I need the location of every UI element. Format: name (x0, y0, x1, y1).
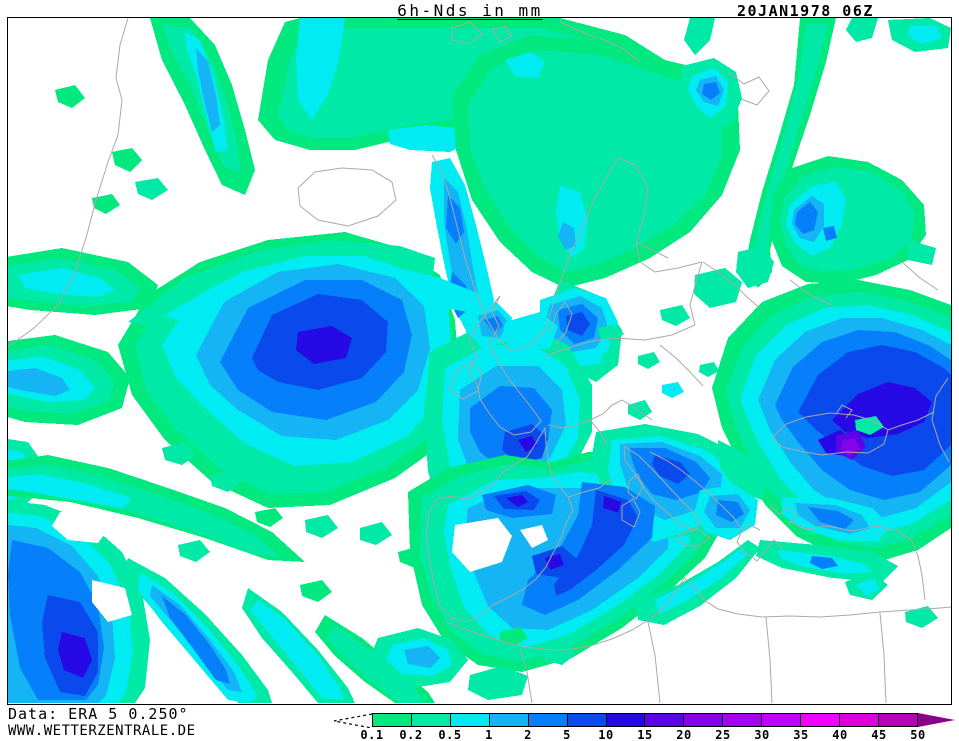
coastlines (8, 18, 951, 704)
precipitation-areas (8, 18, 951, 703)
legend-segment (840, 714, 879, 726)
legend-tick-label: 5 (563, 728, 571, 741)
legend-tick-label: 30 (754, 728, 770, 741)
map-frame (7, 17, 952, 705)
legend-segment (489, 714, 529, 726)
legend-tick-label: 20 (676, 728, 692, 741)
legend-overflow-arrow (918, 713, 955, 727)
legend-segment (450, 714, 490, 726)
legend-segment (606, 714, 646, 726)
legend-tick-label: 40 (832, 728, 848, 741)
legend-segment (684, 714, 724, 726)
legend-tick-label: 35 (793, 728, 809, 741)
legend-segment (801, 714, 841, 726)
legend-tick-label: 1 (485, 728, 493, 741)
data-source-label: Data: ERA 5 0.250° (8, 705, 189, 723)
legend-segment (528, 714, 568, 726)
legend-below-threshold-marker (333, 713, 373, 729)
legend-segment (723, 714, 763, 726)
legend-bar (372, 713, 918, 727)
legend-tick-label: 2 (524, 728, 532, 741)
legend-segment (878, 714, 917, 726)
run-datetime: 20JAN1978 06Z (737, 2, 874, 20)
page-title: 6h-Nds in mm (397, 1, 543, 20)
legend-tick-label: 0.1 (360, 728, 384, 741)
legend-tick-label: 15 (637, 728, 653, 741)
legend-segment (645, 714, 685, 726)
legend-segment (373, 714, 412, 726)
legend-tick-label: 50 (910, 728, 926, 741)
legend-tick-label: 10 (598, 728, 614, 741)
legend-segment (762, 714, 802, 726)
website-label: WWW.WETTERZENTRALE.DE (8, 723, 196, 739)
legend-tick-label: 0.2 (399, 728, 423, 741)
legend-segment (411, 714, 451, 726)
legend-tick-label: 45 (871, 728, 887, 741)
legend-tick-label: 25 (715, 728, 731, 741)
legend-tick-label: 0.5 (438, 728, 462, 741)
legend-segment (567, 714, 607, 726)
